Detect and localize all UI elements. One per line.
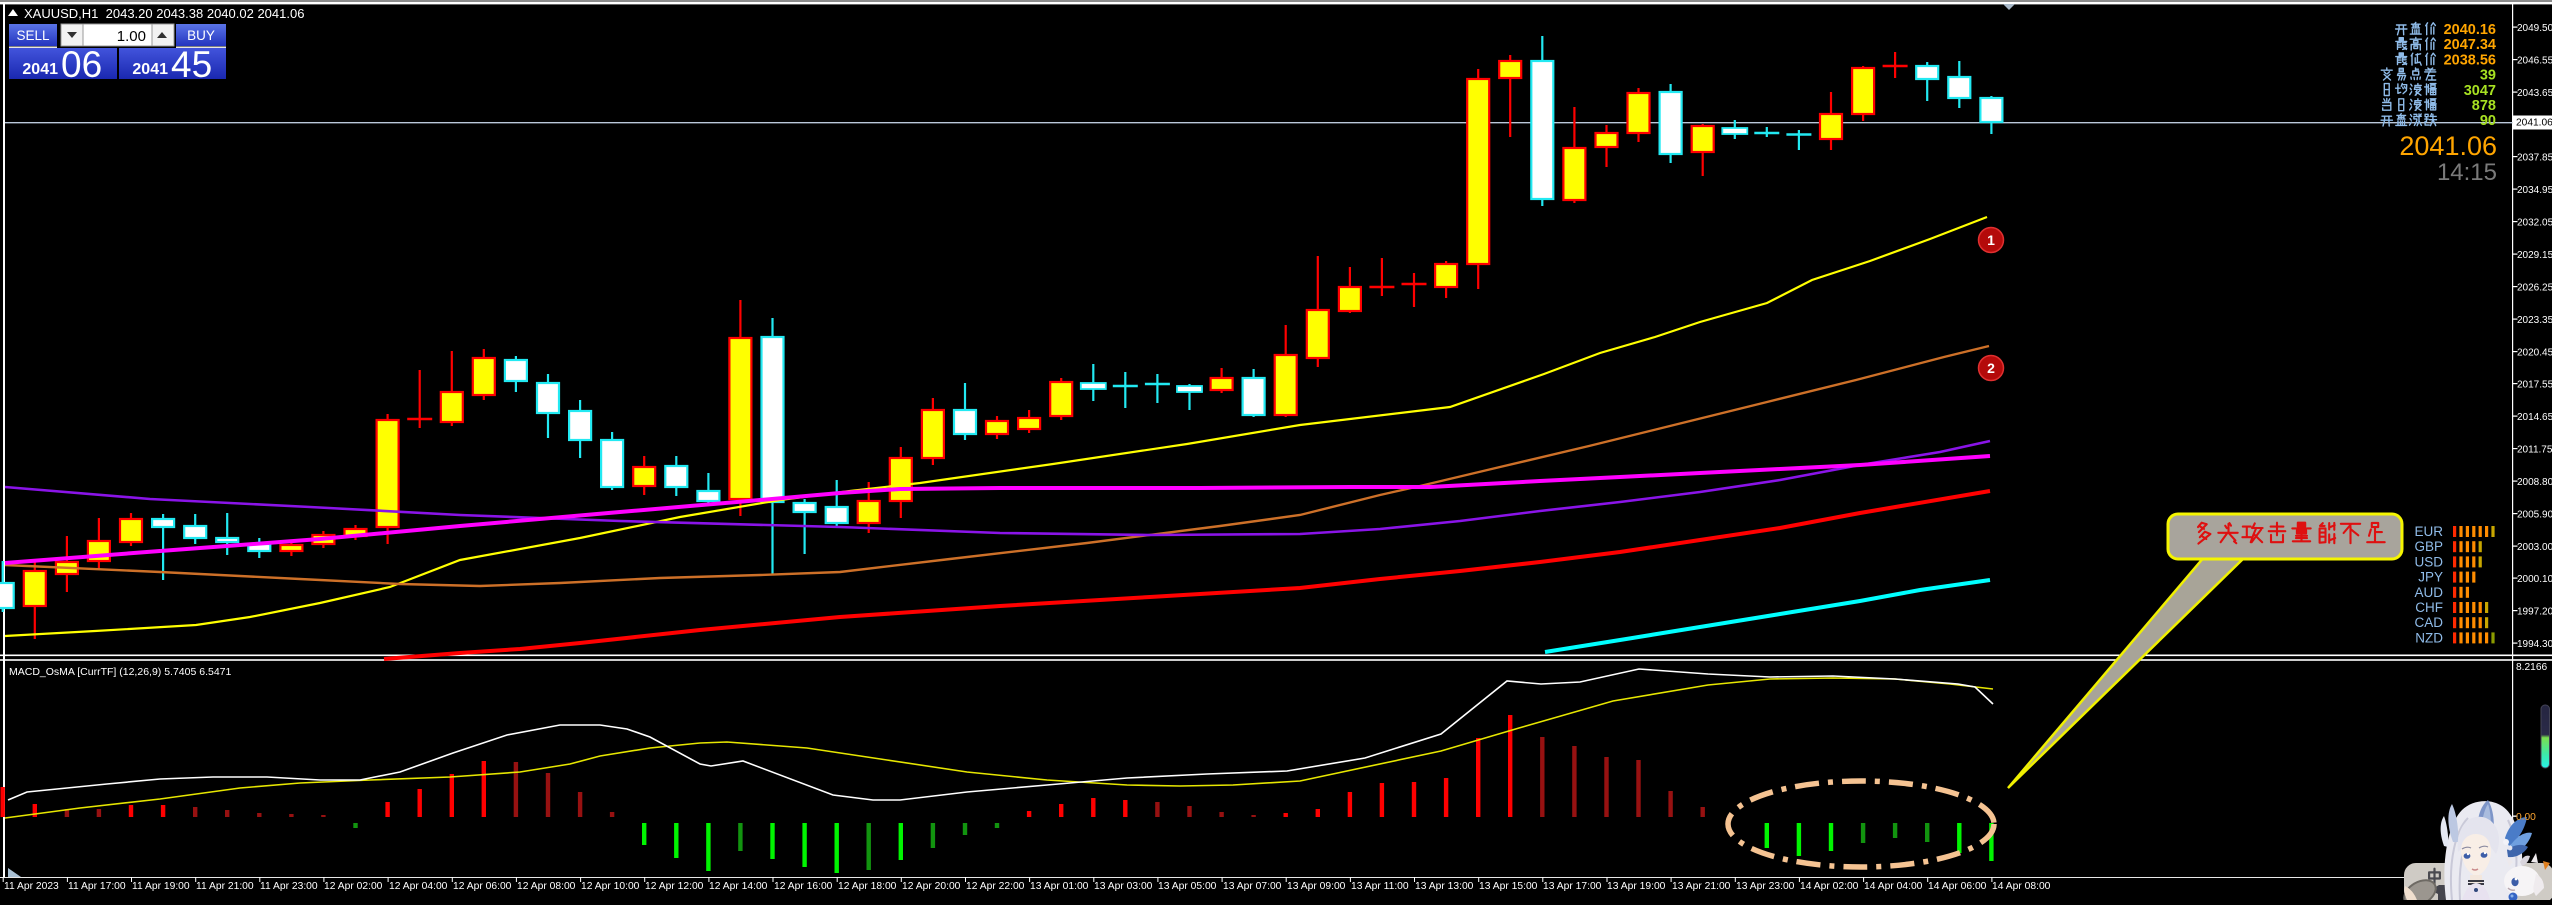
svg-text:39: 39 [2480,68,2496,84]
svg-text:13 Apr 19:00: 13 Apr 19:00 [1607,881,1666,892]
svg-text:11 Apr 2023: 11 Apr 2023 [4,881,59,892]
svg-text:8.2166: 8.2166 [2516,662,2547,673]
svg-text:13 Apr 13:00: 13 Apr 13:00 [1415,881,1474,892]
svg-text:11 Apr 21:00: 11 Apr 21:00 [196,881,254,892]
svg-text:06: 06 [61,44,102,85]
svg-text:45: 45 [171,44,212,85]
svg-text:2038.56: 2038.56 [2444,52,2496,68]
svg-text:0.00: 0.00 [2516,812,2536,823]
svg-text:NZD: NZD [2415,630,2443,645]
svg-text:2: 2 [1987,360,1995,376]
svg-text:2005.90: 2005.90 [2517,510,2552,521]
svg-text:11 Apr 17:00: 11 Apr 17:00 [68,881,126,892]
svg-text:2049.50: 2049.50 [2517,23,2552,34]
svg-text:13 Apr 09:00: 13 Apr 09:00 [1287,881,1346,892]
svg-text:12 Apr 08:00: 12 Apr 08:00 [517,881,576,892]
svg-text:14 Apr 02:00: 14 Apr 02:00 [1800,881,1859,892]
svg-text:12 Apr 12:00: 12 Apr 12:00 [645,881,704,892]
svg-text:2023.35: 2023.35 [2517,315,2552,326]
svg-text:2040.16: 2040.16 [2444,22,2496,38]
svg-text:12 Apr 10:00: 12 Apr 10:00 [581,881,640,892]
svg-text:13 Apr 23:00: 13 Apr 23:00 [1736,881,1795,892]
svg-text:13 Apr 01:00: 13 Apr 01:00 [1030,881,1089,892]
svg-text:2034.95: 2034.95 [2517,185,2552,196]
svg-text:2020.45: 2020.45 [2517,348,2552,359]
svg-text:2046.55: 2046.55 [2517,56,2552,67]
svg-text:GBP: GBP [2414,539,2443,554]
svg-text:12 Apr 04:00: 12 Apr 04:00 [389,881,448,892]
svg-text:13 Apr 05:00: 13 Apr 05:00 [1158,881,1217,892]
svg-text:13 Apr 03:00: 13 Apr 03:00 [1094,881,1153,892]
svg-text:CHF: CHF [2415,600,2443,615]
svg-text:USD: USD [2414,554,2443,569]
svg-text:2029.15: 2029.15 [2517,250,2552,261]
svg-text:14 Apr 06:00: 14 Apr 06:00 [1928,881,1987,892]
svg-text:13 Apr 17:00: 13 Apr 17:00 [1543,881,1602,892]
svg-text:JPY: JPY [2418,570,2443,585]
svg-text:2041.06: 2041.06 [2399,131,2497,161]
svg-text:2032.05: 2032.05 [2517,218,2552,229]
svg-text:2026.25: 2026.25 [2517,283,2552,294]
svg-text:EUR: EUR [2414,524,2443,539]
svg-text:12 Apr 14:00: 12 Apr 14:00 [709,881,768,892]
svg-text:1994.30: 1994.30 [2517,639,2552,650]
svg-text:12 Apr 16:00: 12 Apr 16:00 [774,881,833,892]
svg-text:12 Apr 02:00: 12 Apr 02:00 [324,881,383,892]
svg-text:XAUUSD,H1 2043.20 2043.38 204: XAUUSD,H1 2043.20 2043.38 2040.02 2041.0… [24,6,304,21]
svg-text:2041: 2041 [22,61,58,78]
svg-text:3047: 3047 [2464,83,2496,99]
svg-text:1997.20: 1997.20 [2517,607,2552,618]
svg-text:90: 90 [2480,113,2496,129]
svg-text:AUD: AUD [2414,585,2443,600]
svg-text:BUY: BUY [187,28,215,43]
svg-text:11 Apr 19:00: 11 Apr 19:00 [132,881,190,892]
svg-text:2017.55: 2017.55 [2517,380,2552,391]
svg-text:2041.06: 2041.06 [2516,118,2552,129]
svg-text:2014.65: 2014.65 [2517,412,2552,423]
svg-text:13 Apr 07:00: 13 Apr 07:00 [1223,881,1282,892]
svg-text:12 Apr 20:00: 12 Apr 20:00 [902,881,961,892]
svg-text:12 Apr 06:00: 12 Apr 06:00 [453,881,512,892]
svg-text:MACD_OsMA [CurrTF] (12,26,9) 5: MACD_OsMA [CurrTF] (12,26,9) 5.7405 6.54… [9,666,232,678]
svg-text:SELL: SELL [16,28,50,43]
svg-text:1: 1 [1987,232,1995,248]
svg-text:13 Apr 11:00: 13 Apr 11:00 [1351,881,1409,892]
svg-text:878: 878 [2472,98,2496,114]
svg-text:14 Apr 04:00: 14 Apr 04:00 [1864,881,1923,892]
svg-text:2011.75: 2011.75 [2517,445,2552,456]
svg-text:2000.10: 2000.10 [2517,574,2552,585]
svg-text:2043.65: 2043.65 [2517,88,2552,99]
svg-text:1.00: 1.00 [117,28,146,45]
svg-text:12 Apr 18:00: 12 Apr 18:00 [838,881,897,892]
svg-text:14:15: 14:15 [2437,159,2497,186]
svg-text:2003.00: 2003.00 [2517,542,2552,553]
svg-text:11 Apr 23:00: 11 Apr 23:00 [260,881,318,892]
svg-text:12 Apr 22:00: 12 Apr 22:00 [966,881,1025,892]
svg-text:2008.80: 2008.80 [2517,477,2552,488]
svg-text:2041: 2041 [132,61,168,78]
svg-text:2037.85: 2037.85 [2517,153,2552,164]
svg-text:13 Apr 21:00: 13 Apr 21:00 [1672,881,1731,892]
svg-text:2047.34: 2047.34 [2444,37,2496,53]
svg-text:13 Apr 15:00: 13 Apr 15:00 [1479,881,1538,892]
svg-text:CAD: CAD [2414,615,2443,630]
svg-text:14 Apr 08:00: 14 Apr 08:00 [1992,881,2051,892]
